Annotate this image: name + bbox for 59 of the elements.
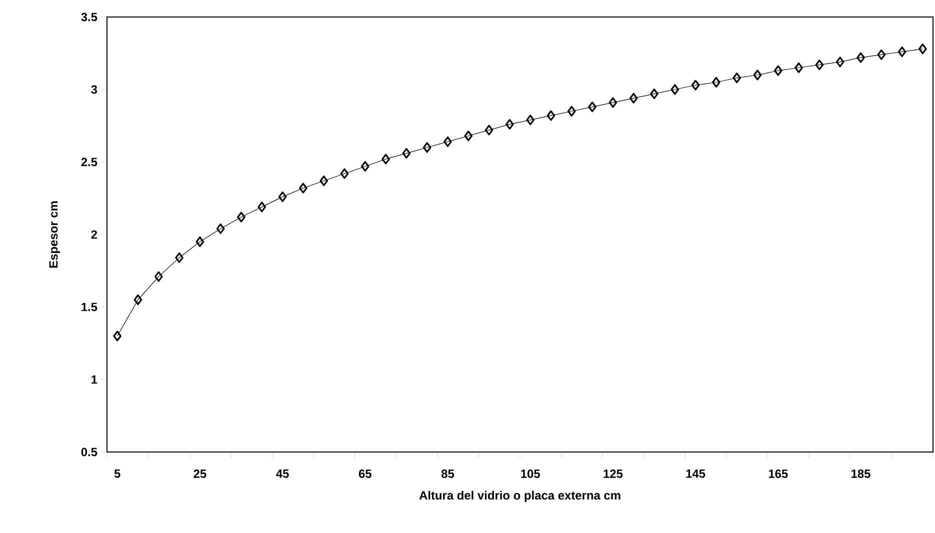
point	[154, 271, 163, 282]
point	[464, 130, 473, 142]
point	[691, 80, 700, 90]
point	[258, 202, 266, 212]
point	[898, 46, 906, 58]
y-tick-label: 3.5	[81, 12, 98, 22]
point	[422, 142, 432, 153]
point	[546, 110, 556, 121]
point	[608, 97, 618, 108]
point	[650, 88, 658, 100]
point	[712, 76, 720, 88]
y-axis-title: Espesor cm	[49, 201, 60, 268]
x-tick-label: 165	[768, 470, 788, 478]
point	[629, 92, 638, 104]
point	[196, 236, 204, 248]
y-tick-label: 1.5	[82, 302, 98, 312]
point	[237, 212, 246, 222]
point	[134, 294, 142, 306]
x-tick-label: 145	[686, 470, 706, 478]
x-tick-label: 85	[441, 470, 454, 478]
point	[836, 56, 844, 68]
x-tick-label: 185	[852, 470, 870, 478]
point	[216, 223, 225, 234]
x-tick-label: 45	[276, 470, 289, 478]
point	[588, 102, 596, 112]
x-tick-label: 65	[358, 470, 372, 478]
point	[484, 124, 494, 136]
point	[815, 60, 824, 70]
x-tick-label: 25	[194, 470, 206, 478]
y-tick-label: 0.5	[81, 448, 98, 456]
point	[567, 106, 576, 117]
point	[526, 114, 534, 126]
point	[360, 161, 370, 172]
point	[506, 119, 514, 130]
point	[732, 72, 741, 84]
point	[299, 182, 308, 194]
point	[382, 154, 390, 164]
point	[670, 84, 680, 95]
point	[113, 330, 122, 342]
point	[175, 252, 184, 263]
point	[794, 62, 803, 74]
point	[278, 192, 287, 202]
point	[877, 49, 886, 60]
x-axis-title: Altura del vidrio o placa externa cm	[419, 490, 620, 502]
point	[444, 136, 452, 147]
point	[340, 168, 349, 179]
y-tick-label: 3	[91, 85, 98, 94]
point	[856, 52, 865, 63]
point	[320, 176, 328, 186]
x-tick-label: 5	[114, 470, 120, 478]
y-tick-label: 2.5	[81, 158, 98, 166]
x-tick-label: 125	[604, 470, 623, 478]
point	[753, 70, 762, 80]
point	[918, 44, 927, 54]
point	[774, 65, 782, 76]
point	[402, 148, 411, 159]
x-tick-label: 105	[521, 470, 540, 478]
y-tick-label: 2	[91, 230, 98, 239]
y-tick-label: 1	[92, 375, 98, 384]
